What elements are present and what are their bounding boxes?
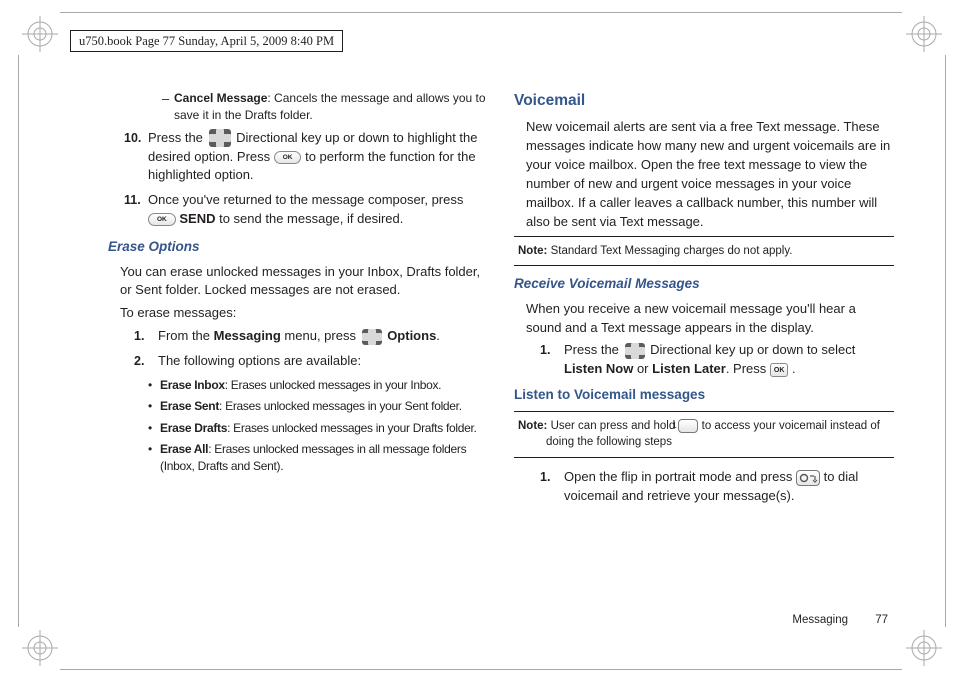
directional-key-icon — [625, 343, 645, 359]
registration-mark-tr — [906, 16, 942, 52]
note-press-hold-1: Note: User can press and hold 1 to acces… — [518, 416, 894, 453]
divider — [514, 411, 894, 412]
erase-all-bullet: • Erase All: Erases unlocked messages in… — [148, 441, 488, 476]
erase-drafts-bullet: • Erase Drafts: Erases unlocked messages… — [148, 420, 488, 437]
directional-key-icon — [362, 329, 382, 345]
erase-options-heading: Erase Options — [108, 237, 488, 257]
ok-button-icon: OK — [274, 151, 302, 164]
page-footer: Messaging 77 — [792, 614, 888, 626]
page-content: – Cancel Message: Cancels the message an… — [108, 90, 894, 622]
crop-line-right — [945, 55, 946, 627]
step-10: 10. Press the Directional key up or down… — [124, 129, 488, 186]
erase-to: To erase messages: — [120, 304, 488, 323]
note-standard-charges: Note: Standard Text Messaging charges do… — [518, 241, 894, 262]
voicemail-intro: New voicemail alerts are sent via a free… — [526, 118, 894, 231]
divider — [514, 265, 894, 266]
voicemail-heading: Voicemail — [514, 90, 894, 112]
right-column: Voicemail New voicemail alerts are sent … — [514, 90, 894, 622]
divider — [514, 457, 894, 458]
directional-key-icon — [209, 129, 231, 147]
listen-step-1: 1. Open the flip in portrait mode and pr… — [540, 468, 894, 506]
footer-section: Messaging — [792, 614, 848, 626]
footer-page-number: 77 — [875, 614, 888, 626]
receive-voicemail-intro: When you receive a new voicemail message… — [526, 300, 894, 338]
crop-line-top — [60, 12, 902, 13]
crop-line-bottom — [60, 669, 902, 670]
registration-mark-bl — [22, 630, 58, 666]
registration-mark-tl — [22, 16, 58, 52]
ok-button-icon: OK — [148, 213, 176, 226]
ok-button-square-icon: OK — [770, 363, 789, 377]
key-1-icon: 1 — [678, 419, 698, 433]
erase-step-1: 1. From the Messaging menu, press Option… — [134, 327, 488, 346]
divider — [514, 236, 894, 237]
page-tag: u750.book Page 77 Sunday, April 5, 2009 … — [70, 30, 343, 52]
crop-line-left — [18, 55, 19, 627]
receive-step-1: 1. Press the Directional key up or down … — [540, 341, 894, 379]
left-column: – Cancel Message: Cancels the message an… — [108, 90, 488, 622]
receive-voicemail-heading: Receive Voicemail Messages — [514, 274, 894, 294]
step-11: 11. Once you've returned to the message … — [124, 191, 488, 229]
erase-inbox-bullet: • Erase Inbox: Erases unlocked messages … — [148, 377, 488, 394]
registration-mark-br — [906, 630, 942, 666]
voicemail-dial-icon — [796, 470, 820, 486]
cancel-message-item: – Cancel Message: Cancels the message an… — [162, 90, 488, 125]
listen-voicemail-heading: Listen to Voicemail messages — [514, 385, 894, 405]
erase-step-2: 2. The following options are available: — [134, 352, 488, 371]
erase-intro: You can erase unlocked messages in your … — [120, 263, 488, 301]
erase-sent-bullet: • Erase Sent: Erases unlocked messages i… — [148, 398, 488, 415]
